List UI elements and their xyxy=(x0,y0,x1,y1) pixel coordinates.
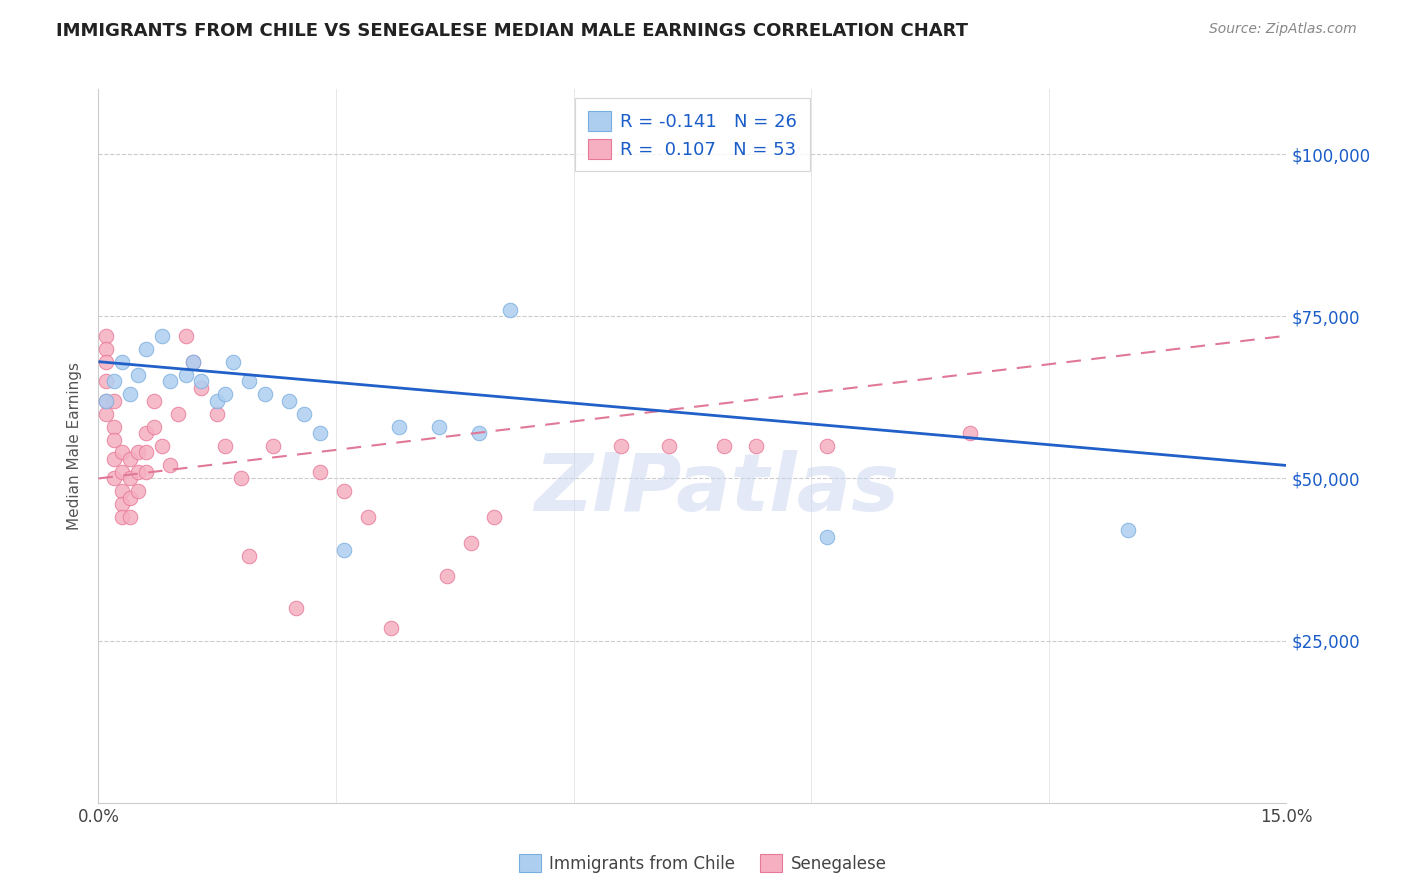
Point xyxy=(190,374,212,388)
Point xyxy=(135,342,157,356)
Point xyxy=(484,510,506,524)
Point xyxy=(222,354,245,368)
Point xyxy=(610,439,633,453)
Point xyxy=(111,465,134,479)
Point xyxy=(333,542,356,557)
Point xyxy=(103,452,125,467)
Point xyxy=(96,393,118,408)
Text: Source: ZipAtlas.com: Source: ZipAtlas.com xyxy=(1209,22,1357,37)
Point xyxy=(229,471,252,485)
Point xyxy=(183,354,205,368)
Point xyxy=(96,328,118,343)
Point xyxy=(111,484,134,499)
Point xyxy=(142,393,165,408)
Point xyxy=(120,387,142,401)
Point xyxy=(111,510,134,524)
Text: IMMIGRANTS FROM CHILE VS SENEGALESE MEDIAN MALE EARNINGS CORRELATION CHART: IMMIGRANTS FROM CHILE VS SENEGALESE MEDI… xyxy=(56,22,969,40)
Point xyxy=(103,471,125,485)
Point xyxy=(380,621,402,635)
Point xyxy=(127,445,149,459)
Point xyxy=(111,497,134,511)
Point xyxy=(120,452,142,467)
Point xyxy=(277,393,299,408)
Point xyxy=(1116,524,1139,538)
Point xyxy=(207,393,229,408)
Point xyxy=(174,368,197,382)
Point xyxy=(427,419,450,434)
Point xyxy=(96,374,118,388)
Point xyxy=(745,439,768,453)
Point xyxy=(388,419,411,434)
Point xyxy=(309,425,332,440)
Point xyxy=(292,407,315,421)
Legend: Immigrants from Chile, Senegalese: Immigrants from Chile, Senegalese xyxy=(513,847,893,880)
Point xyxy=(357,510,380,524)
Legend: R = -0.141   N = 26, R =  0.107   N = 53: R = -0.141 N = 26, R = 0.107 N = 53 xyxy=(575,98,810,171)
Point xyxy=(120,510,142,524)
Point xyxy=(111,354,134,368)
Point xyxy=(103,433,125,447)
Point xyxy=(103,419,125,434)
Point xyxy=(96,354,118,368)
Point xyxy=(238,374,260,388)
Point xyxy=(499,302,522,317)
Point xyxy=(174,328,197,343)
Point xyxy=(96,393,118,408)
Point xyxy=(135,465,157,479)
Point xyxy=(103,393,125,408)
Y-axis label: Median Male Earnings: Median Male Earnings xyxy=(67,362,83,530)
Point xyxy=(658,439,681,453)
Point xyxy=(166,407,188,421)
Point xyxy=(815,530,838,544)
Point xyxy=(207,407,229,421)
Text: ZIPatlas: ZIPatlas xyxy=(534,450,898,528)
Point xyxy=(309,465,332,479)
Point xyxy=(135,445,157,459)
Point xyxy=(96,342,118,356)
Point xyxy=(467,425,489,440)
Point xyxy=(190,381,212,395)
Point xyxy=(214,387,236,401)
Point xyxy=(120,471,142,485)
Point xyxy=(135,425,157,440)
Point xyxy=(253,387,276,401)
Point xyxy=(111,445,134,459)
Point xyxy=(150,328,173,343)
Point xyxy=(959,425,981,440)
Point xyxy=(436,568,458,582)
Point xyxy=(815,439,838,453)
Point xyxy=(159,458,181,473)
Point xyxy=(460,536,482,550)
Point xyxy=(103,374,125,388)
Point xyxy=(713,439,735,453)
Point xyxy=(120,491,142,505)
Point xyxy=(127,484,149,499)
Point xyxy=(333,484,356,499)
Point xyxy=(127,465,149,479)
Point xyxy=(285,601,308,615)
Point xyxy=(262,439,284,453)
Point xyxy=(142,419,165,434)
Point xyxy=(183,354,205,368)
Point xyxy=(214,439,236,453)
Point xyxy=(159,374,181,388)
Point xyxy=(238,549,260,564)
Point xyxy=(150,439,173,453)
Point xyxy=(96,407,118,421)
Point xyxy=(127,368,149,382)
